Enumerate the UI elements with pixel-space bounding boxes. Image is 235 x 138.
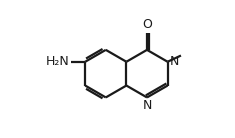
- Text: N: N: [170, 55, 179, 68]
- Text: H₂N: H₂N: [46, 55, 70, 68]
- Text: O: O: [142, 18, 152, 31]
- Text: N: N: [142, 99, 152, 112]
